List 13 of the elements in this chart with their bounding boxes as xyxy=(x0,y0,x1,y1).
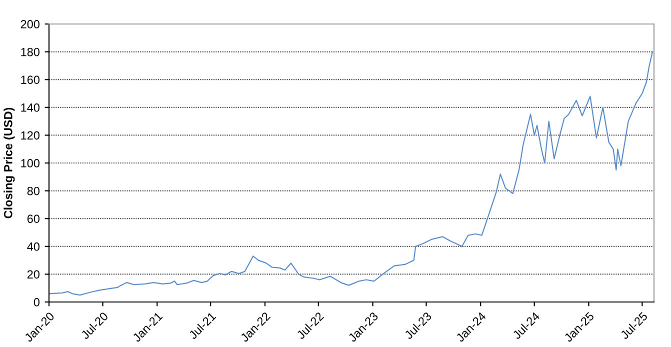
line-series xyxy=(49,51,654,296)
y-tick-label: 100 xyxy=(21,159,40,168)
y-axis-title: Closing Price (USD) xyxy=(4,108,15,218)
y-tick-label: 20 xyxy=(27,270,40,279)
y-tick-label: 180 xyxy=(21,48,40,56)
y-tick-label: 140 xyxy=(21,103,40,112)
y-tick-label: 80 xyxy=(27,186,40,196)
y-tick-label: 200 xyxy=(20,20,40,28)
y-tick-label: 0 xyxy=(34,298,40,306)
y-tick-label: 120 xyxy=(21,131,40,140)
y-tick-label: 60 xyxy=(27,214,40,223)
y-tick-label: 160 xyxy=(21,76,40,84)
y-tick-label: 40 xyxy=(27,242,40,251)
